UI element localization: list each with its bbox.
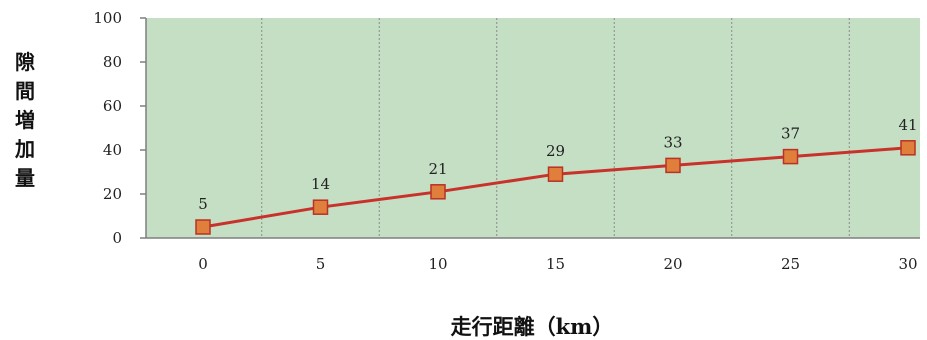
data-label: 33 xyxy=(663,133,682,151)
y-axis-label-char: 増 xyxy=(15,108,35,132)
y-tick-label: 80 xyxy=(103,53,122,71)
axes xyxy=(145,18,920,239)
y-axis-label-char: 量 xyxy=(15,166,35,190)
x-tick-label: 30 xyxy=(898,255,917,273)
x-tick-label: 20 xyxy=(663,255,682,273)
x-tick-label: 10 xyxy=(428,255,447,273)
grid-lines xyxy=(261,18,850,238)
y-axis-label-char: 加 xyxy=(14,137,35,161)
data-label: 14 xyxy=(311,175,330,193)
y-axis-label-char: 間 xyxy=(15,79,35,103)
y-tick-labels: 0 20 40 60 80 100 xyxy=(93,9,146,247)
x-tick-label: 0 xyxy=(198,255,208,273)
y-tick-label: 0 xyxy=(112,229,122,247)
y-tick-label: 60 xyxy=(103,97,122,115)
y-axis-label-char: 隙 xyxy=(15,50,35,74)
data-markers xyxy=(195,140,916,235)
data-label: 29 xyxy=(546,142,565,160)
x-tick-label: 5 xyxy=(316,255,326,273)
data-label: 41 xyxy=(898,116,917,134)
data-label: 37 xyxy=(781,125,800,143)
data-point-marker xyxy=(430,184,446,200)
data-labels: 5 14 21 29 33 37 41 xyxy=(198,116,917,213)
x-axis-label: 走行距離（km） xyxy=(451,314,614,339)
y-axis-label: 隙間増加量 xyxy=(14,50,35,190)
y-tick-label: 40 xyxy=(103,141,122,159)
data-label: 5 xyxy=(198,195,208,213)
data-point-marker xyxy=(665,157,681,174)
data-point-marker xyxy=(312,199,329,215)
data-point-marker xyxy=(547,166,564,182)
x-tick-labels: 0 5 10 15 20 25 30 xyxy=(198,255,917,273)
x-tick-label: 25 xyxy=(781,255,800,273)
data-point-marker xyxy=(195,219,211,235)
plot-area xyxy=(146,18,920,238)
y-tick-label: 20 xyxy=(103,185,122,203)
data-label: 21 xyxy=(428,160,447,178)
x-tick-label: 15 xyxy=(546,255,565,273)
data-point-marker xyxy=(900,140,916,156)
y-tick-label: 100 xyxy=(93,9,122,27)
data-point-marker xyxy=(782,148,799,165)
